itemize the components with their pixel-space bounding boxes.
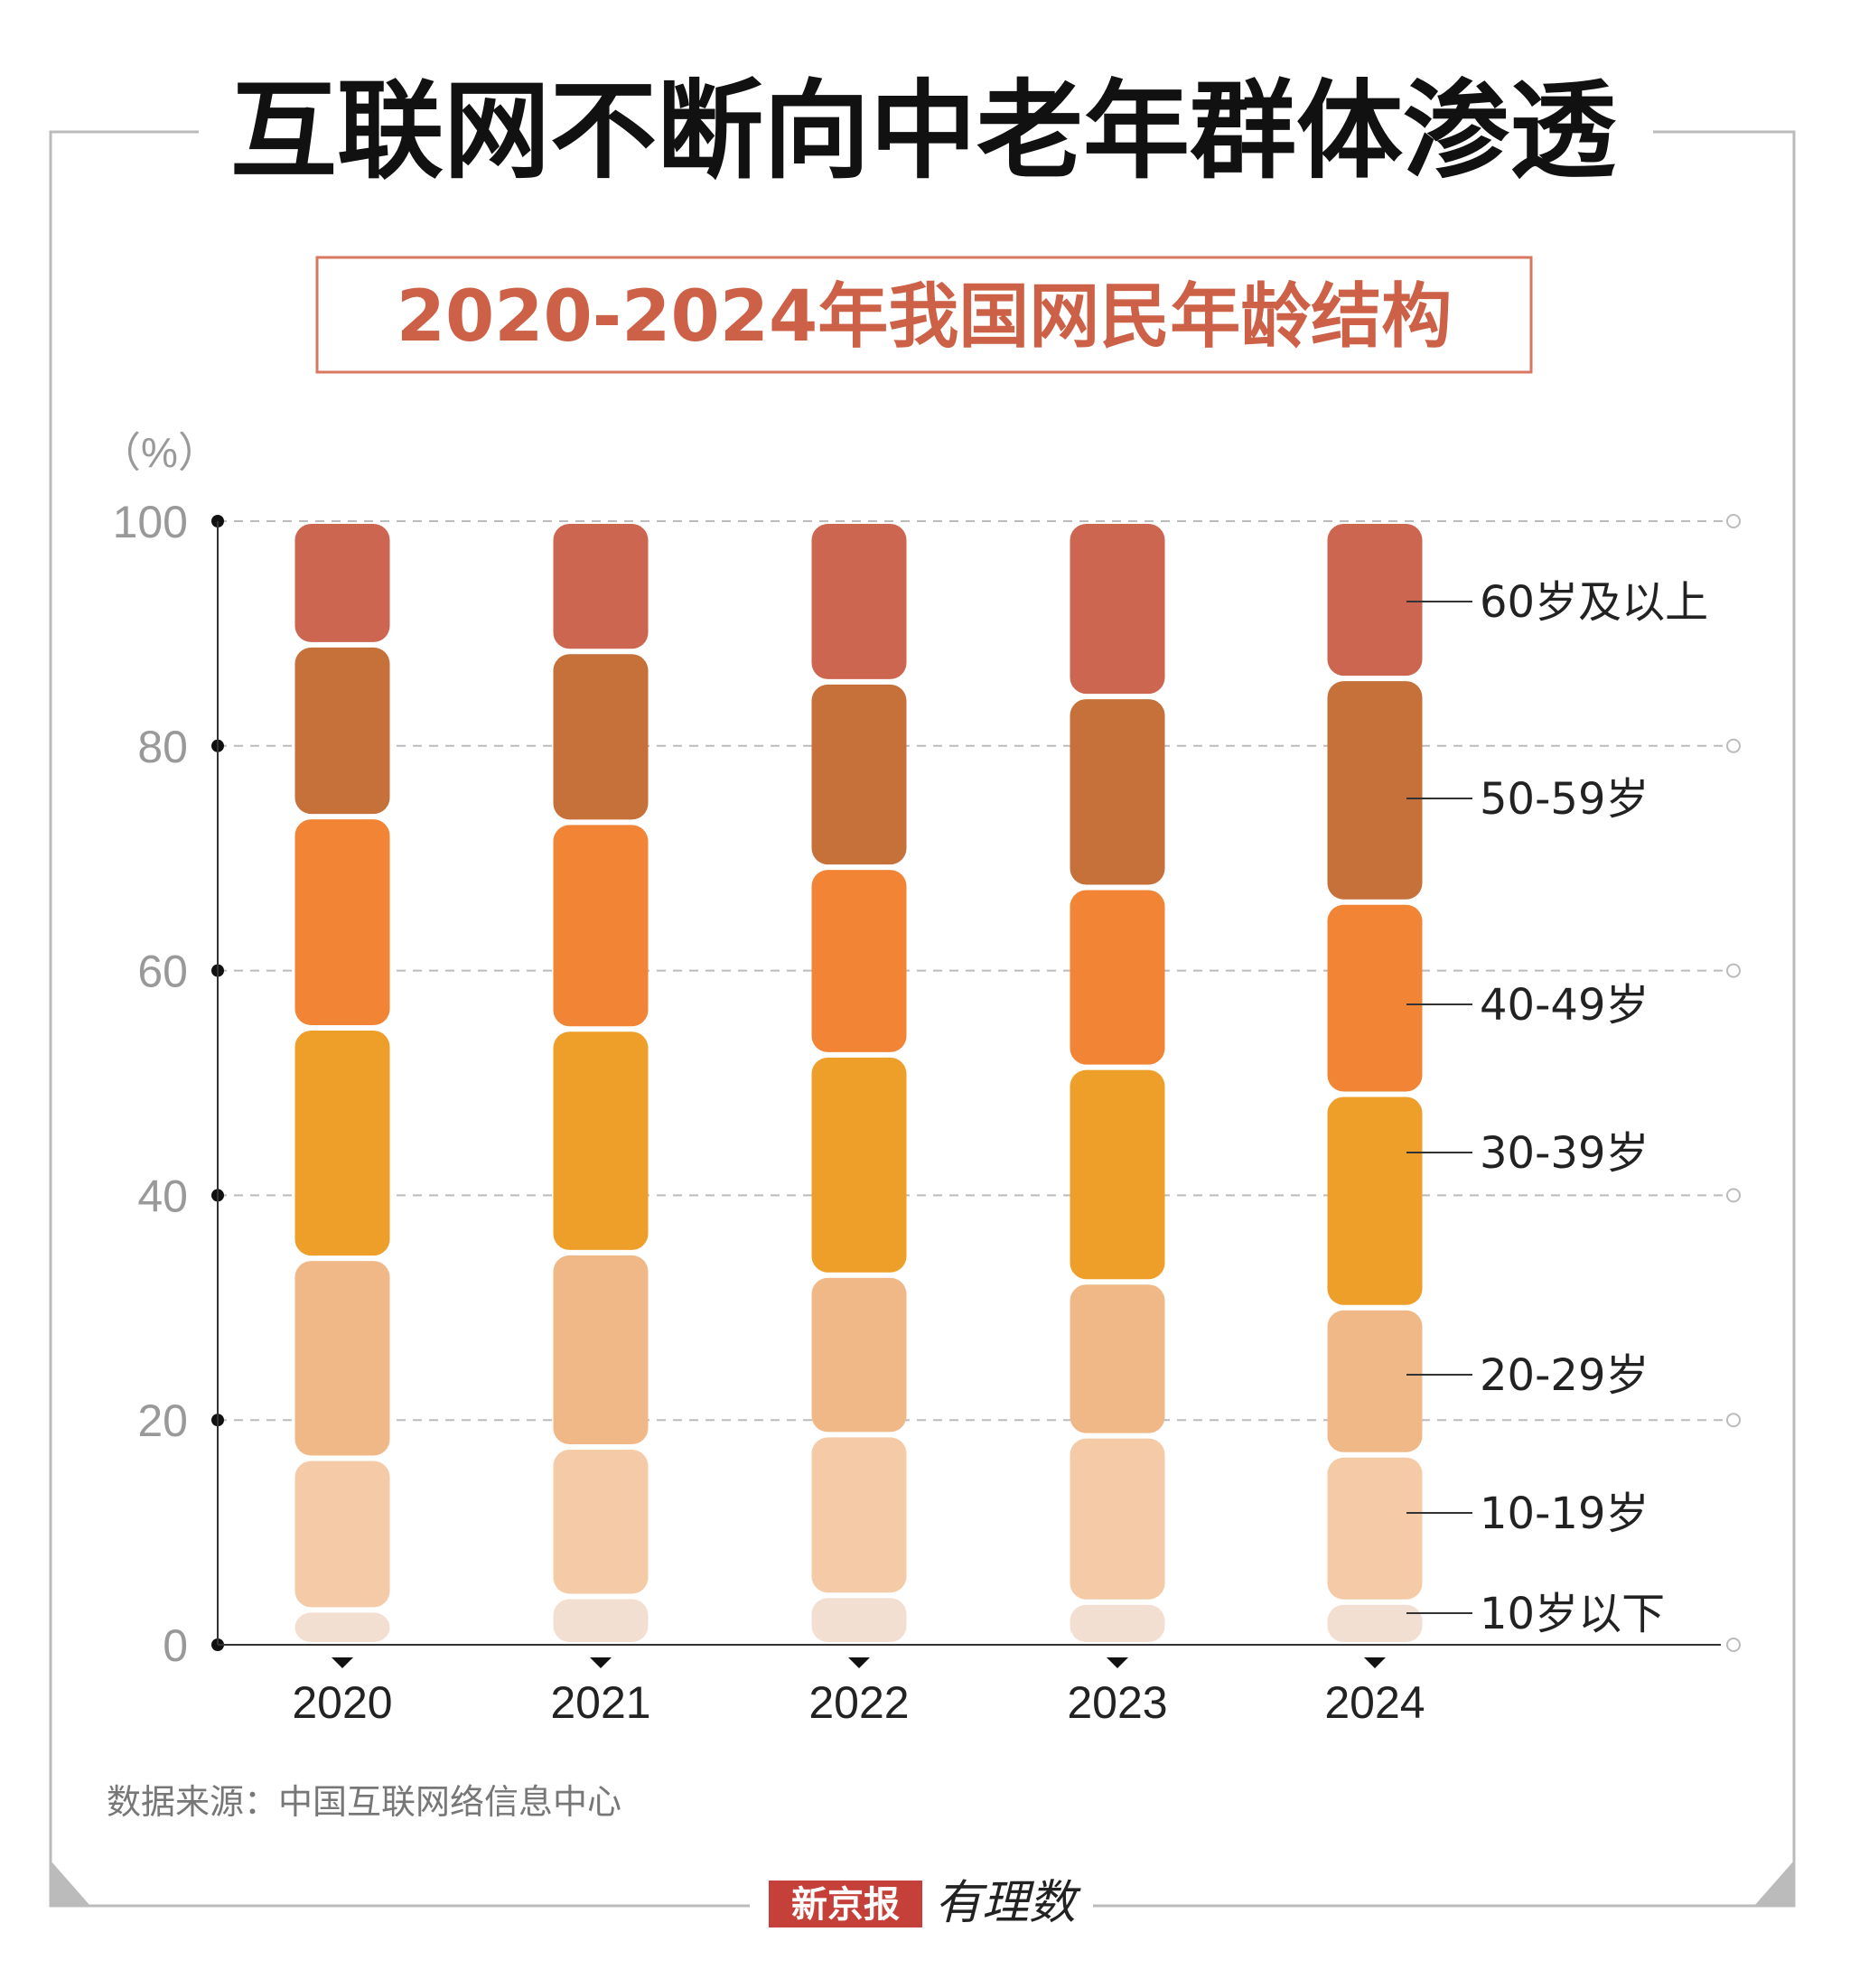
y-tick-label: 20 bbox=[137, 1395, 188, 1446]
bar-segment-2020-5 bbox=[294, 647, 390, 815]
y-tick-label: 100 bbox=[113, 497, 188, 547]
bar-segment-2023-6 bbox=[1070, 524, 1165, 695]
bar-segment-2020-2 bbox=[294, 1261, 390, 1456]
bar-segment-2020-0 bbox=[294, 1612, 390, 1642]
gridline-end-marker bbox=[1726, 738, 1741, 753]
x-tick-label: 2024 bbox=[1324, 1677, 1425, 1728]
bar-segment-2024-4 bbox=[1327, 904, 1423, 1092]
bar-segment-2021-1 bbox=[553, 1450, 649, 1594]
bar-segment-2023-5 bbox=[1070, 699, 1165, 885]
bar-segment-2022-4 bbox=[811, 870, 907, 1052]
x-tick-label: 2023 bbox=[1067, 1677, 1167, 1728]
x-tick-marker bbox=[590, 1657, 612, 1668]
x-tick-marker bbox=[1364, 1657, 1386, 1668]
gridline-end-marker bbox=[1726, 1188, 1741, 1203]
legend-label: 30-39岁 bbox=[1480, 1128, 1649, 1179]
gridline-end-marker bbox=[1726, 963, 1741, 978]
bar-segment-2023-0 bbox=[1070, 1604, 1165, 1642]
bar-segment-2020-1 bbox=[294, 1461, 390, 1608]
y-tick-label: 0 bbox=[163, 1620, 188, 1671]
bar-segment-2021-2 bbox=[553, 1255, 649, 1445]
bar-segment-2020-6 bbox=[294, 524, 390, 642]
bar-segment-2021-5 bbox=[553, 654, 649, 820]
bar-segment-2024-0 bbox=[1327, 1604, 1423, 1642]
bar-segment-2021-4 bbox=[553, 825, 649, 1027]
bar-segment-2022-6 bbox=[811, 524, 907, 679]
bar-segment-2022-1 bbox=[811, 1437, 907, 1593]
x-tick-label: 2020 bbox=[292, 1677, 392, 1728]
legend-label: 10-19岁 bbox=[1480, 1489, 1649, 1539]
bar-segment-2023-1 bbox=[1070, 1438, 1165, 1600]
frame-corner-left bbox=[51, 1861, 90, 1906]
subtitle-box bbox=[315, 256, 1533, 374]
bar-segment-2021-0 bbox=[553, 1599, 649, 1642]
logo: 新京报 有理数 bbox=[769, 1876, 1081, 1930]
chart-title: 2020-2024年我国网民年龄结构 bbox=[397, 276, 1453, 358]
legend-label: 20-29岁 bbox=[1480, 1350, 1649, 1401]
bar-segment-2020-4 bbox=[294, 819, 390, 1026]
page-title: 互联网不断向中老年群体渗透 bbox=[230, 69, 1617, 193]
bar-segment-2023-4 bbox=[1070, 890, 1165, 1065]
x-tick-marker bbox=[332, 1657, 353, 1668]
frame-corner-right bbox=[1754, 1861, 1794, 1906]
legend-label: 40-49岁 bbox=[1480, 980, 1649, 1031]
gridline-end-marker bbox=[1726, 1638, 1741, 1652]
y-tick-label: 60 bbox=[137, 947, 188, 997]
bar-segment-2024-1 bbox=[1327, 1457, 1423, 1600]
bar-segment-2023-2 bbox=[1070, 1284, 1165, 1433]
x-tick-label: 2021 bbox=[550, 1677, 650, 1728]
bar-segment-2022-3 bbox=[811, 1057, 907, 1273]
x-tick-marker bbox=[848, 1657, 870, 1668]
bar-segment-2022-2 bbox=[811, 1277, 907, 1433]
bar-segment-2021-3 bbox=[553, 1031, 649, 1250]
gridline-end-marker bbox=[1726, 514, 1741, 528]
bar-segment-2022-0 bbox=[811, 1598, 907, 1642]
legend-label: 50-59岁 bbox=[1480, 774, 1649, 825]
bar-segment-2024-2 bbox=[1327, 1310, 1423, 1452]
bar-segment-2024-5 bbox=[1327, 681, 1423, 900]
bar-segment-2024-6 bbox=[1327, 524, 1423, 677]
bar-segment-2020-3 bbox=[294, 1031, 390, 1256]
y-tick-label: 80 bbox=[137, 722, 188, 772]
svg-text:有理数: 有理数 bbox=[935, 1876, 1081, 1930]
legend-label: 10岁以下 bbox=[1480, 1589, 1665, 1639]
frame bbox=[49, 130, 1796, 1908]
x-tick-label: 2022 bbox=[808, 1677, 909, 1728]
source-note: 数据来源：中国互联网络信息中心 bbox=[107, 1782, 621, 1822]
bar-segment-2023-3 bbox=[1070, 1069, 1165, 1280]
y-axis-label: （%） bbox=[99, 429, 220, 476]
bar-segment-2024-3 bbox=[1327, 1097, 1423, 1305]
gridline-end-marker bbox=[1726, 1413, 1741, 1428]
bar-segment-2022-5 bbox=[811, 684, 907, 865]
svg-text:新京报: 新京报 bbox=[791, 1883, 900, 1926]
y-tick-label: 40 bbox=[137, 1171, 188, 1221]
bar-segment-2021-6 bbox=[553, 524, 649, 649]
legend-label: 60岁及以上 bbox=[1480, 577, 1708, 628]
x-tick-marker bbox=[1107, 1657, 1128, 1668]
